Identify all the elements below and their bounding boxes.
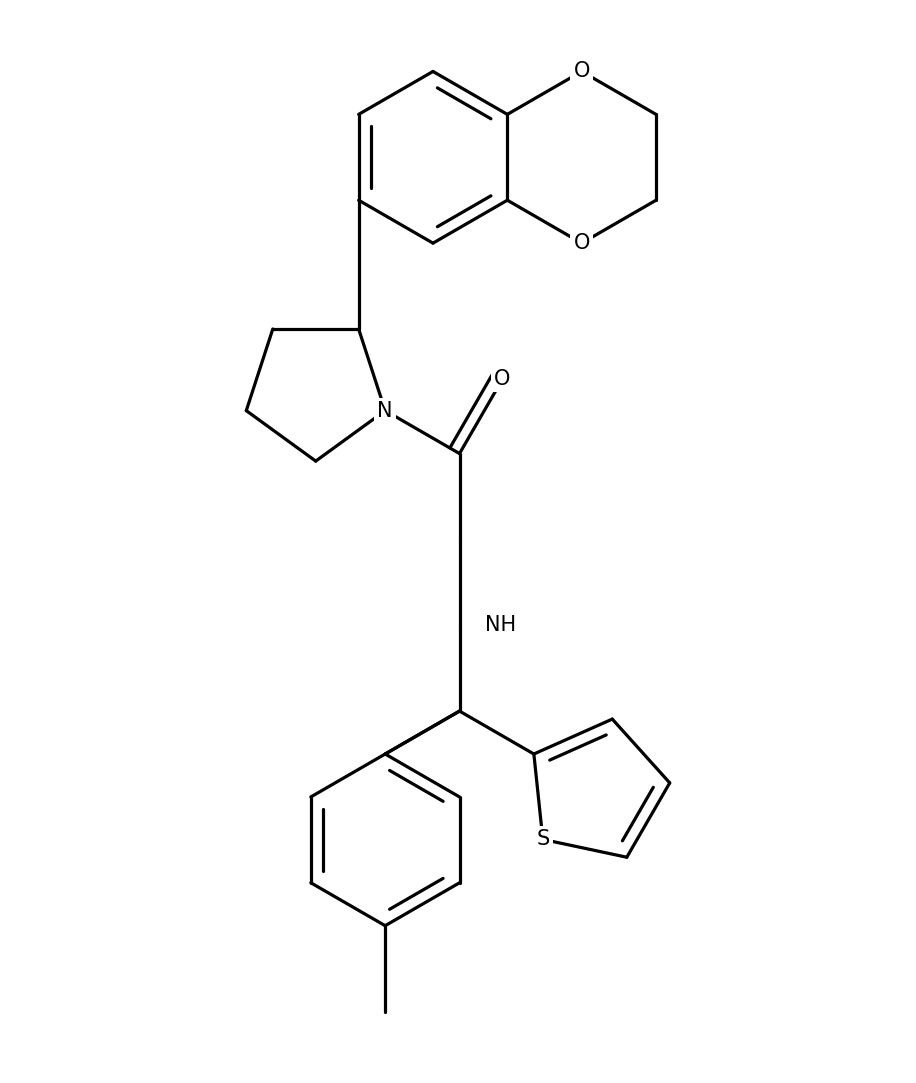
Text: N: N (377, 401, 393, 420)
Text: O: O (573, 233, 590, 253)
Text: O: O (495, 369, 510, 389)
Text: O: O (573, 62, 590, 81)
Text: S: S (536, 830, 550, 849)
Text: NH: NH (485, 615, 517, 636)
